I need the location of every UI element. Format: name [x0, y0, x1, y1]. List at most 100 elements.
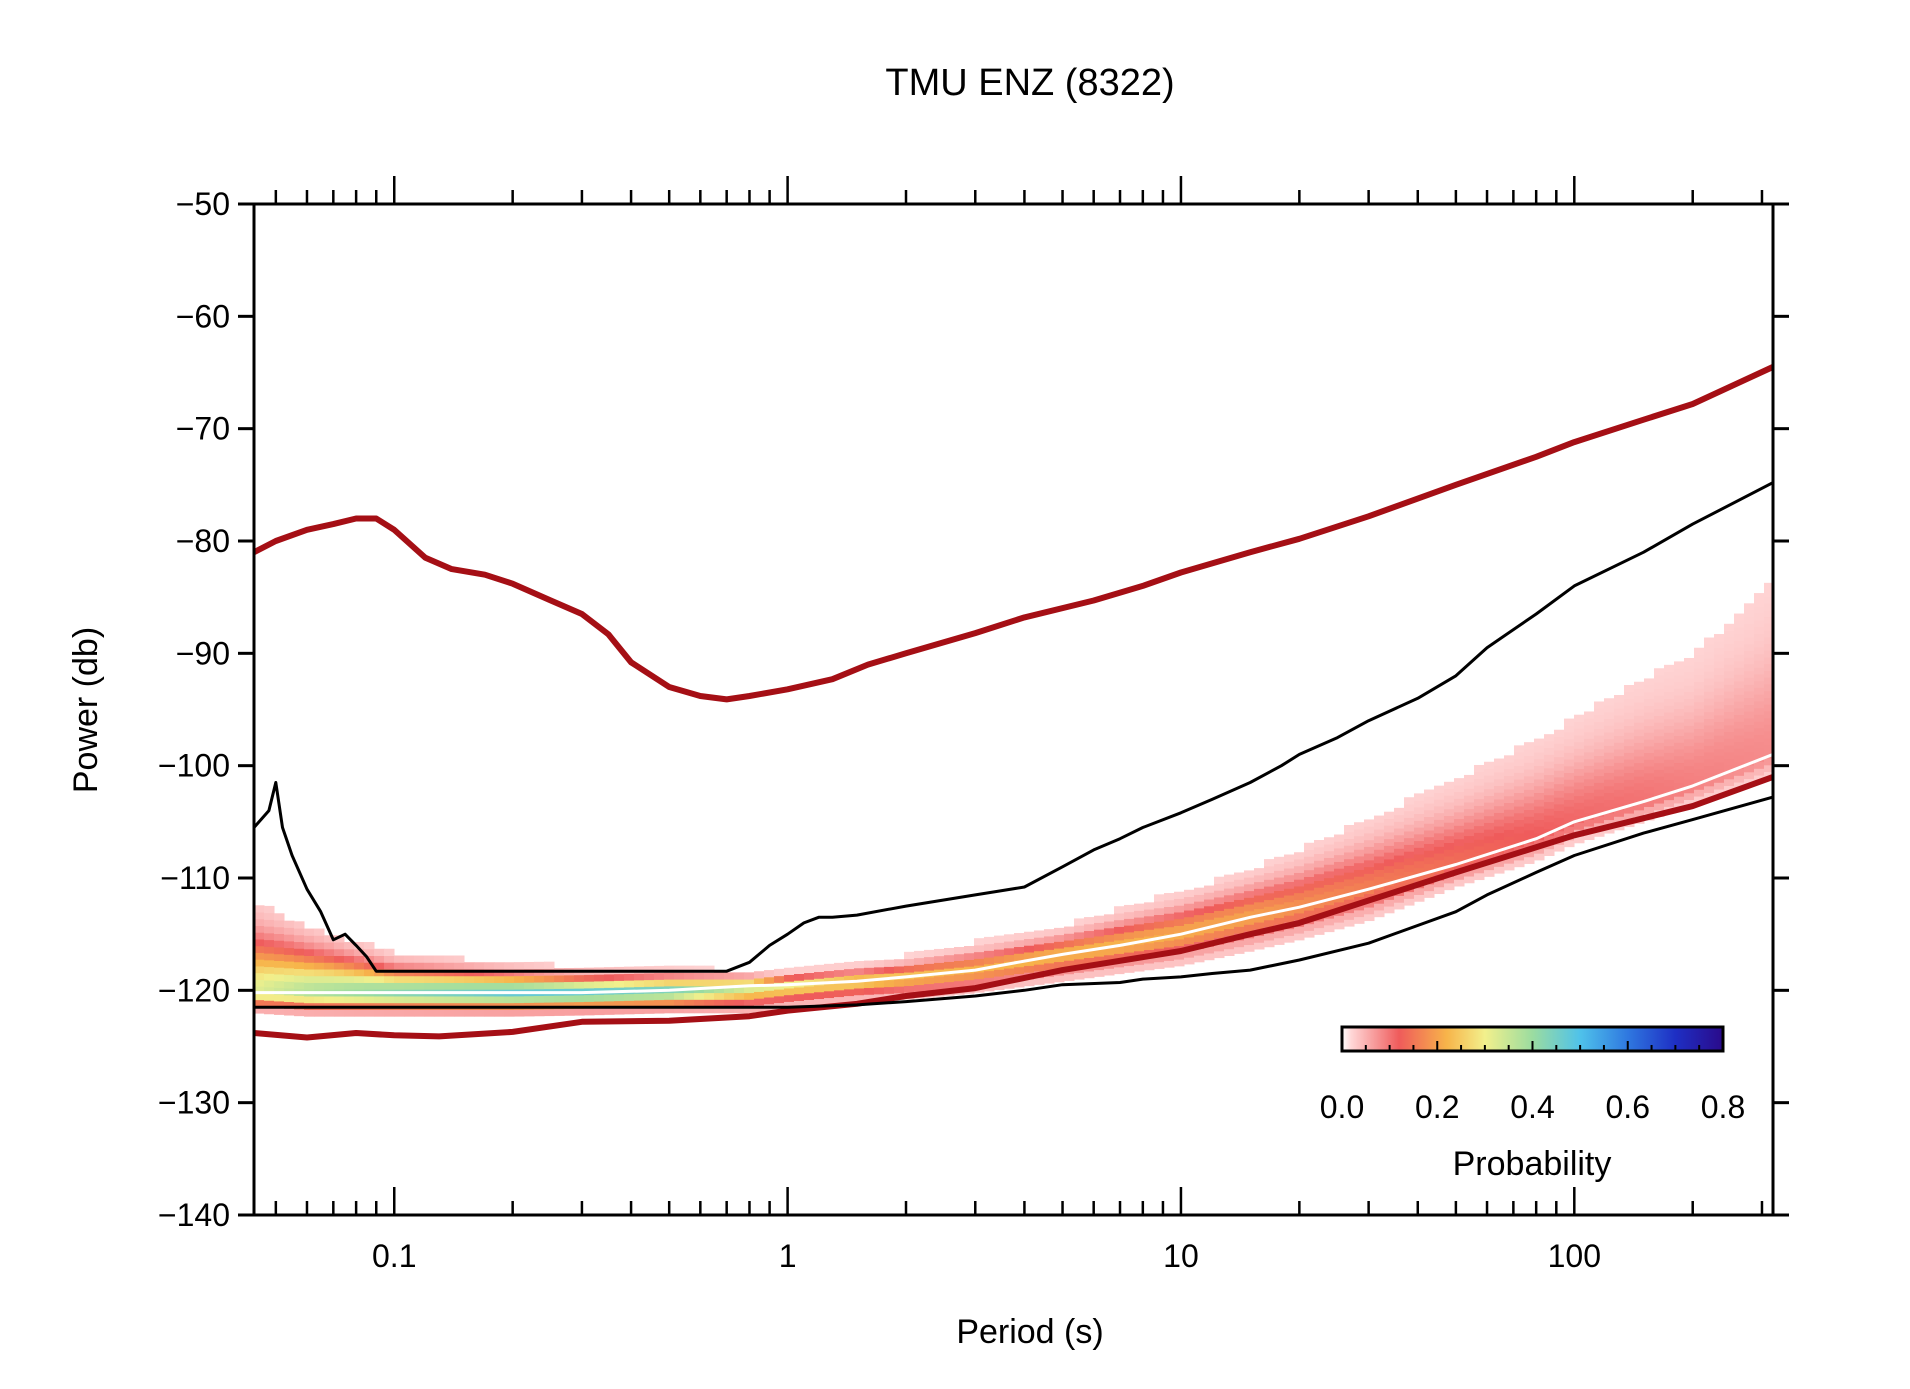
density-cell [554, 1001, 565, 1010]
density-cell [1224, 881, 1235, 889]
density-cell [1034, 930, 1045, 938]
colorbar-ticks: 0.0 0.2 0.4 0.6 0.8 [1320, 1041, 1745, 1125]
density-cell [1704, 637, 1715, 645]
x-tick-label: 1 [779, 1238, 797, 1274]
density-cell [1254, 901, 1265, 910]
density-cell [1724, 623, 1735, 632]
density-cell [614, 980, 625, 988]
density-cell [1174, 925, 1185, 933]
density-cell [1724, 677, 1735, 685]
density-cell [1234, 879, 1245, 887]
density-cell [1134, 917, 1145, 925]
density-cell [1734, 674, 1745, 682]
density-cell [1334, 881, 1345, 889]
density-cell [264, 912, 275, 920]
density-cell [1624, 765, 1635, 774]
density-cell [1224, 948, 1235, 956]
density-cell [304, 968, 315, 977]
density-cell [1674, 789, 1685, 797]
density-cell [764, 970, 775, 978]
density-cell [1044, 962, 1055, 971]
density-cell [304, 942, 315, 950]
density-cell [1334, 874, 1345, 883]
density-cell [1144, 956, 1155, 964]
density-cell [1304, 889, 1315, 898]
density-cell [1364, 873, 1375, 881]
density-cell [1144, 929, 1155, 937]
density-cell [1154, 954, 1165, 963]
density-cell [354, 982, 365, 990]
density-cell [314, 1009, 325, 1017]
density-cell [1024, 951, 1035, 960]
density-cell [1564, 806, 1575, 814]
density-cell [1374, 876, 1385, 884]
density-cell [1134, 930, 1145, 938]
density-cell [1474, 764, 1485, 773]
density-cell [1224, 921, 1235, 930]
y-tick-label: −50 [176, 186, 230, 222]
density-cell [1704, 772, 1715, 780]
density-cell [834, 976, 845, 984]
density-cell [304, 935, 315, 943]
density-cell [664, 979, 675, 987]
density-cell [1664, 685, 1675, 693]
density-cell [434, 982, 445, 990]
density-cell [1554, 770, 1565, 778]
density-cell [444, 955, 455, 963]
density-cell [1234, 946, 1245, 954]
density-cell [674, 979, 685, 987]
density-cell [1544, 781, 1555, 789]
density-cell [774, 975, 785, 983]
density-cell [1354, 855, 1365, 864]
density-cell [1494, 778, 1505, 786]
density-cell [824, 990, 835, 999]
density-cell [1434, 819, 1445, 827]
density-cell [1594, 741, 1605, 750]
density-cell [1754, 667, 1765, 675]
density-cell [394, 962, 405, 970]
density-cell [1594, 728, 1605, 736]
density-cell [1424, 856, 1435, 865]
density-cell [1744, 623, 1755, 631]
density-cell [1674, 681, 1685, 689]
density-cell [294, 921, 305, 929]
density-cell [744, 1006, 755, 1014]
density-cell [1024, 978, 1035, 987]
density-cell [1594, 755, 1605, 763]
density-cell [1454, 818, 1465, 826]
density-cell [1604, 819, 1615, 827]
density-cell [1104, 934, 1115, 942]
density-cell [714, 972, 725, 980]
density-cell [1194, 887, 1205, 895]
density-cell [974, 971, 985, 980]
density-cell [254, 912, 265, 920]
density-cell [1114, 919, 1125, 927]
density-cell [924, 963, 935, 971]
density-cell [454, 975, 465, 983]
density-cell [1394, 828, 1405, 836]
density-cell [734, 999, 745, 1007]
density-cell [454, 1009, 465, 1017]
density-cell [1414, 813, 1425, 821]
density-cell [1534, 846, 1545, 854]
density-cell [254, 925, 265, 933]
density-cell [1144, 902, 1155, 910]
density-cell [724, 985, 735, 994]
density-cell [1644, 786, 1655, 794]
density-cell [1564, 779, 1575, 787]
density-cell [1184, 930, 1195, 938]
density-cell [1564, 738, 1575, 747]
density-cell [1734, 741, 1745, 749]
density-cell [1064, 940, 1075, 948]
density-cell [474, 962, 485, 970]
density-cell [874, 987, 885, 995]
density-cell [1394, 821, 1405, 829]
density-cell [274, 933, 285, 941]
density-cell [404, 1009, 415, 1017]
density-cell [1584, 711, 1595, 719]
density-cell [1384, 831, 1395, 840]
density-cell [1684, 732, 1695, 740]
density-cell [1214, 910, 1225, 918]
density-cell [1764, 650, 1773, 658]
density-cell [1324, 891, 1335, 899]
